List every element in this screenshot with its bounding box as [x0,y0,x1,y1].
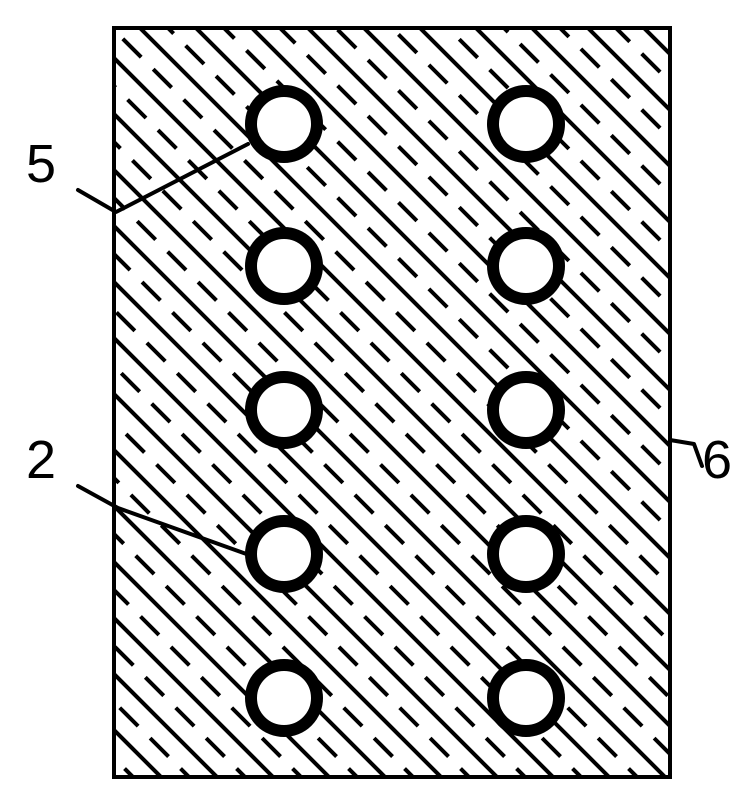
diagram-canvas: 5 2 6 [0,0,743,808]
hole-circle [251,91,317,157]
hole-circle [493,233,559,299]
hole-circle [251,233,317,299]
hole-circle [493,665,559,731]
hole-circle [493,521,559,587]
hole-circle [493,91,559,157]
label-5: 5 [26,134,56,194]
hole-circle [493,377,559,443]
label-2: 2 [26,430,56,490]
hole-circle [251,665,317,731]
label-6-leader [670,440,702,466]
hole-circle [251,377,317,443]
label-6: 6 [702,430,732,490]
hole-circle [251,521,317,587]
